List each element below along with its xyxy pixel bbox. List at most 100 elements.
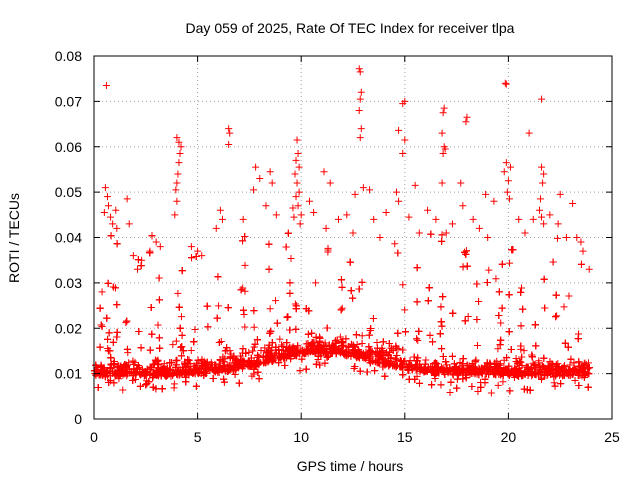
- data-point: [487, 389, 495, 397]
- data-point: [338, 304, 346, 312]
- data-point: [521, 229, 529, 237]
- data-point: [265, 265, 273, 273]
- data-point: [123, 195, 131, 203]
- data-point: [291, 300, 299, 308]
- data-point: [539, 179, 547, 187]
- data-point: [517, 288, 525, 296]
- data-point: [459, 263, 467, 271]
- data-point: [134, 256, 142, 264]
- data-point: [535, 206, 543, 214]
- data-point: [143, 380, 151, 388]
- data-point: [525, 129, 533, 137]
- data-point: [215, 302, 223, 310]
- data-point: [433, 360, 441, 368]
- data-point: [426, 331, 434, 339]
- data-point: [541, 304, 549, 312]
- data-point: [519, 305, 527, 313]
- data-point: [175, 159, 183, 167]
- data-point: [312, 333, 320, 341]
- data-point: [186, 360, 194, 368]
- data-point: [561, 339, 569, 347]
- data-point: [133, 364, 141, 372]
- data-point: [203, 302, 211, 310]
- data-point: [521, 368, 529, 376]
- data-point: [392, 356, 400, 364]
- data-point: [309, 339, 317, 347]
- data-point: [294, 150, 302, 158]
- data-point: [220, 362, 228, 370]
- data-point: [305, 197, 313, 205]
- data-point: [137, 262, 145, 270]
- data-point: [156, 243, 164, 251]
- data-point: [401, 306, 409, 314]
- data-point: [356, 68, 364, 76]
- data-point: [413, 335, 421, 343]
- data-point: [155, 334, 163, 342]
- data-point: [337, 306, 345, 314]
- data-point: [564, 343, 572, 351]
- data-point: [129, 252, 137, 260]
- data-point: [337, 276, 345, 284]
- data-point: [286, 279, 294, 287]
- data-point: [399, 281, 407, 289]
- data-point: [448, 220, 456, 228]
- data-point: [317, 352, 325, 360]
- data-point: [172, 186, 180, 194]
- data-point: [472, 356, 480, 364]
- data-point: [504, 177, 512, 185]
- data-point: [282, 243, 290, 251]
- data-point: [553, 234, 561, 242]
- data-point: [185, 356, 193, 364]
- data-point: [438, 237, 446, 245]
- data-point: [414, 354, 422, 362]
- data-point: [540, 220, 548, 228]
- data-point: [492, 275, 500, 283]
- data-point: [138, 256, 146, 264]
- data-point: [179, 347, 187, 355]
- data-point: [438, 129, 446, 137]
- data-point: [355, 106, 363, 114]
- data-point: [241, 261, 249, 269]
- data-point: [424, 206, 432, 214]
- data-point: [474, 387, 482, 395]
- data-point: [257, 346, 265, 354]
- data-point: [266, 305, 274, 313]
- data-point: [146, 346, 154, 354]
- data-point: [401, 136, 409, 144]
- data-point: [427, 230, 435, 238]
- data-point: [556, 190, 564, 198]
- data-point: [351, 362, 359, 370]
- data-point: [506, 387, 514, 395]
- data-point: [416, 379, 424, 387]
- data-point: [239, 345, 247, 353]
- data-point: [268, 179, 276, 187]
- data-point: [399, 150, 407, 158]
- data-point: [216, 206, 224, 214]
- data-point: [175, 138, 183, 146]
- data-point: [293, 136, 301, 144]
- data-point: [291, 170, 299, 178]
- data-point: [225, 140, 233, 148]
- data-point: [172, 337, 180, 345]
- data-point: [453, 384, 461, 392]
- data-point: [156, 344, 164, 352]
- data-point: [438, 322, 446, 330]
- data-point: [224, 304, 232, 312]
- data-point: [438, 231, 446, 239]
- data-point: [530, 361, 538, 369]
- data-point: [168, 359, 176, 367]
- data-point: [250, 323, 258, 331]
- data-point: [125, 359, 133, 367]
- data-point: [236, 352, 244, 360]
- data-point: [292, 193, 300, 201]
- data-point: [198, 252, 206, 260]
- data-point: [284, 229, 292, 237]
- data-point: [395, 126, 403, 134]
- data-point: [174, 170, 182, 178]
- data-point: [368, 348, 376, 356]
- data-point: [223, 344, 231, 352]
- data-point: [515, 215, 523, 223]
- data-point: [169, 341, 177, 349]
- data-point: [98, 323, 106, 331]
